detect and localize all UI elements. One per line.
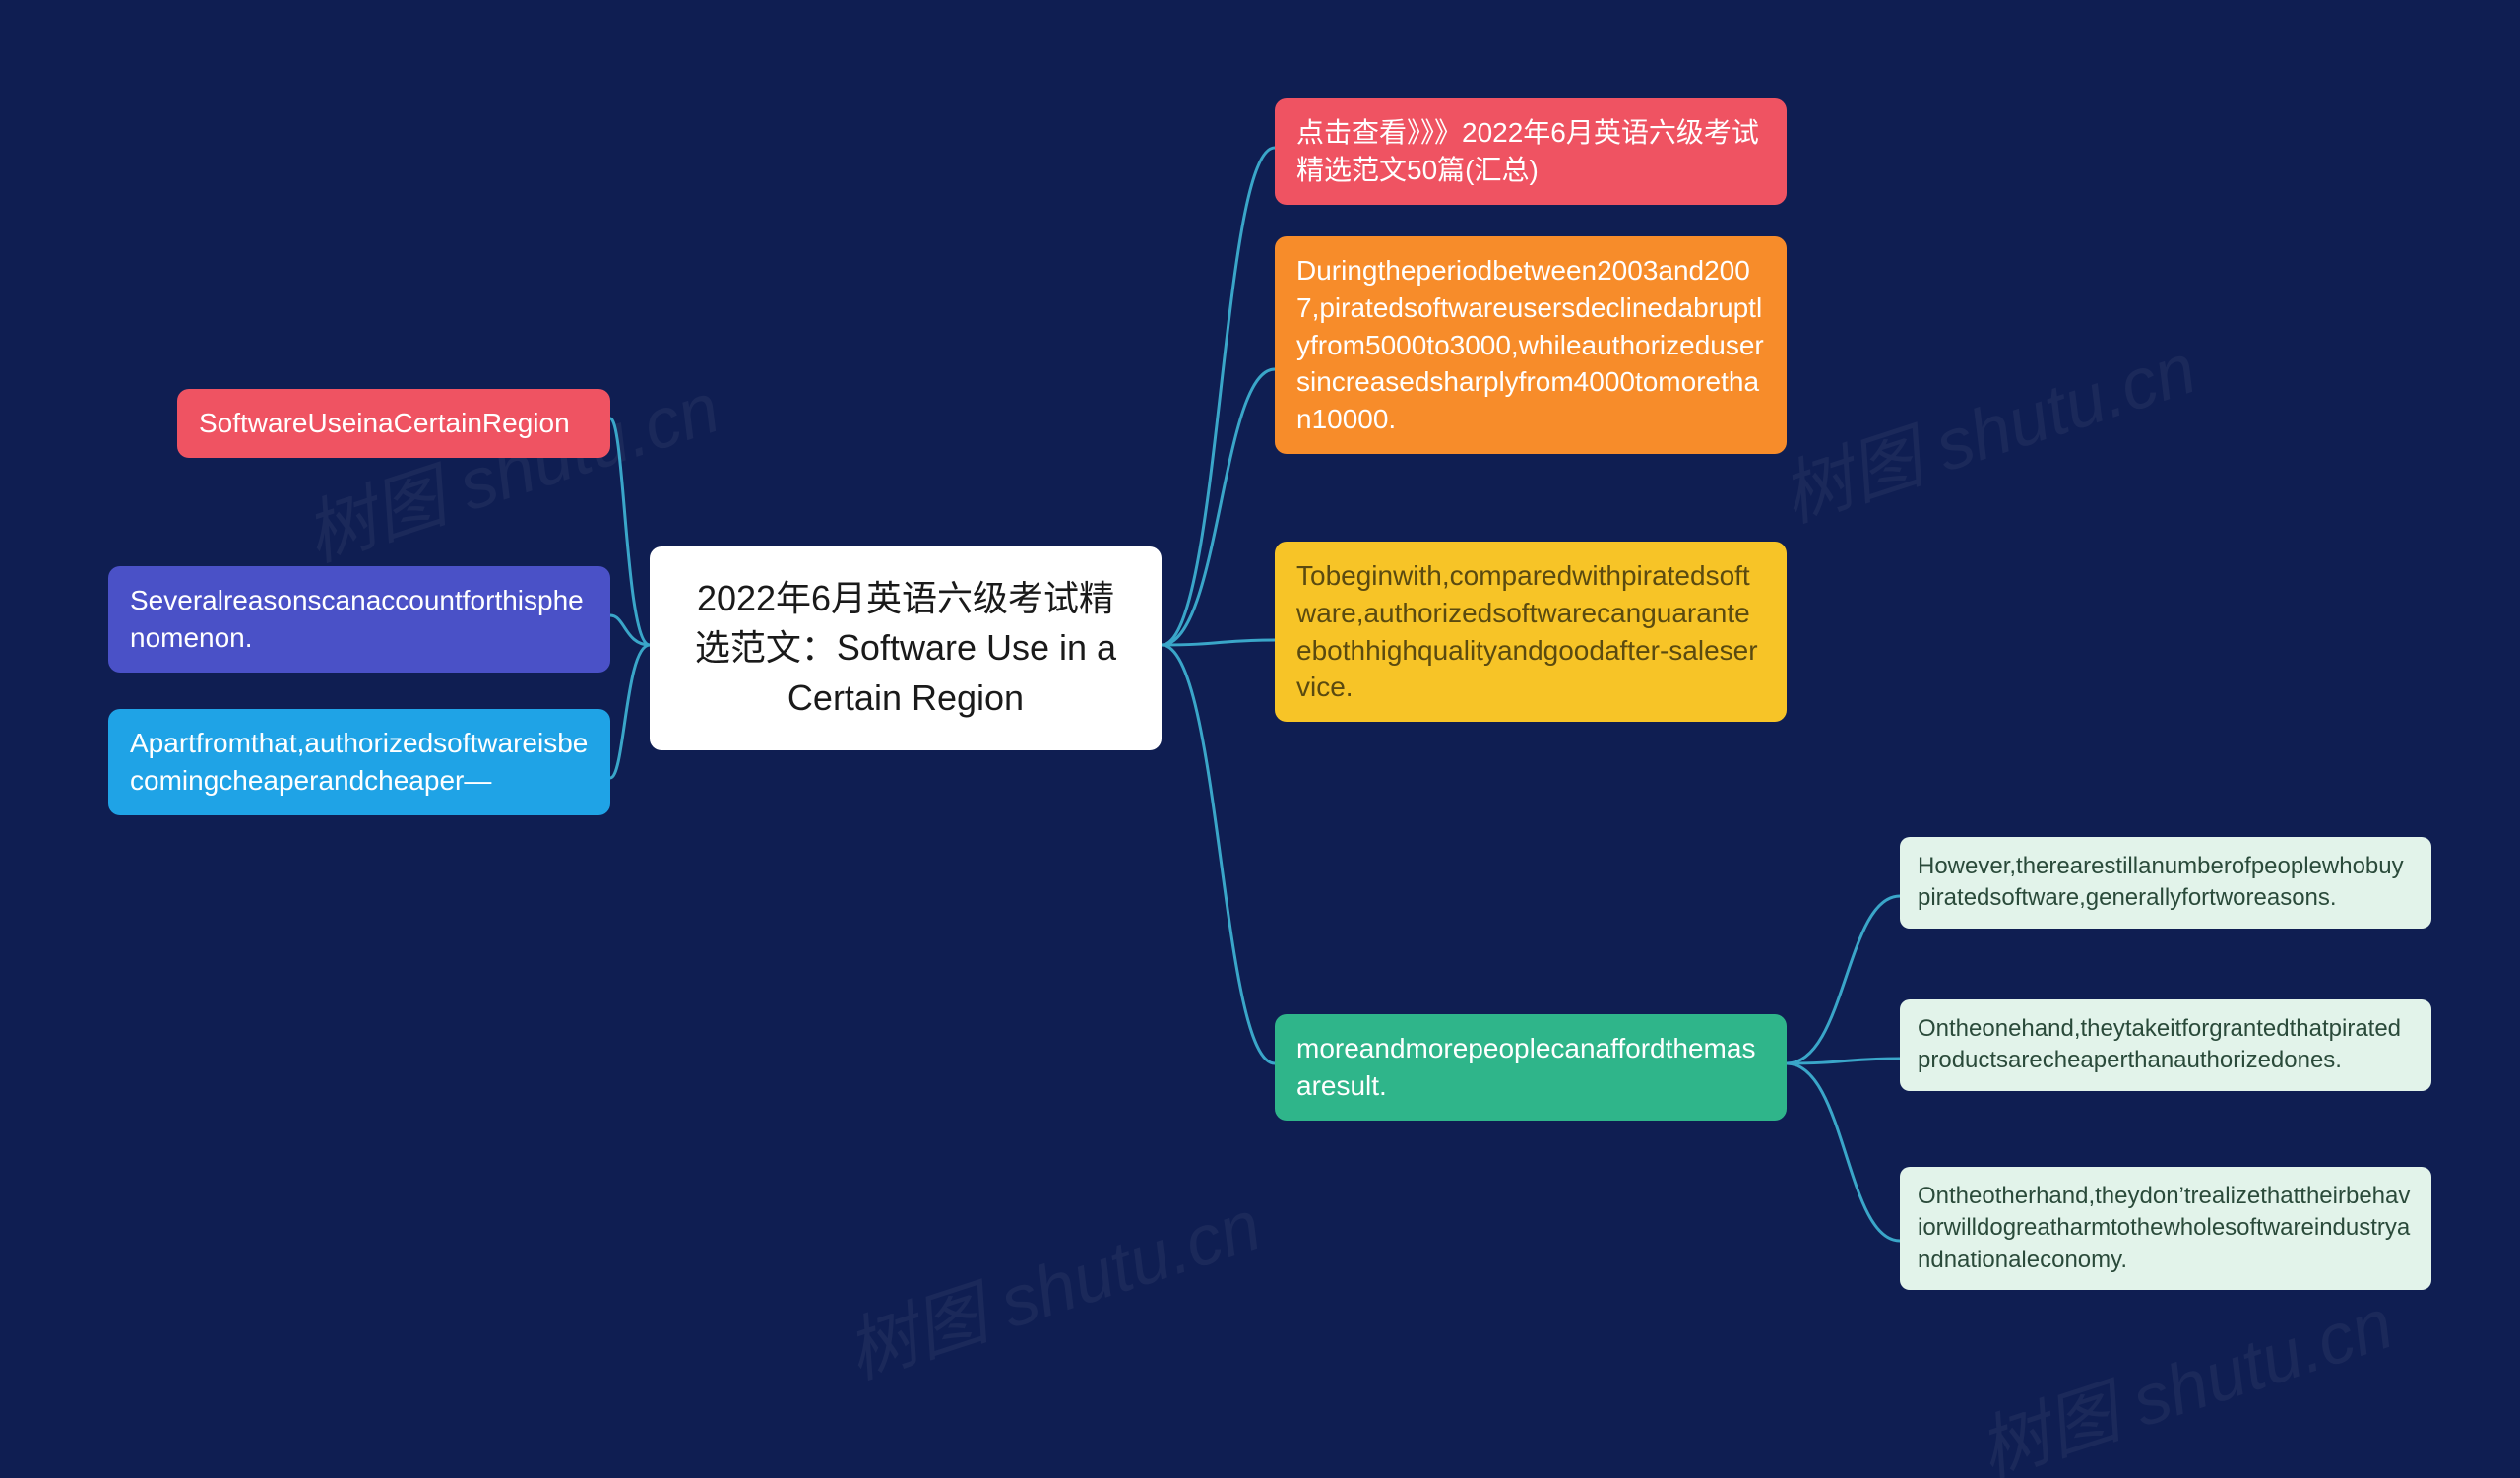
leaf-node-2: Ontheonehand,theytakeitforgrantedthatpir… xyxy=(1900,999,2431,1091)
watermark: 树图 shutu.cn xyxy=(831,1167,1271,1398)
left-node-3: Apartfromthat,authorizedsoftwareisbecomi… xyxy=(108,709,610,815)
right-node-3: Tobeginwith,comparedwithpiratedsoftware,… xyxy=(1275,542,1787,722)
leaf-node-3: Ontheotherhand,theydon’trealizethattheir… xyxy=(1900,1167,2431,1290)
mindmap-center: 2022年6月英语六级考试精选范文：Software Use in a Cert… xyxy=(650,546,1162,750)
right-node-1: 点击查看》》》2022年6月英语六级考试精选范文50篇(汇总) xyxy=(1275,98,1787,205)
left-node-2: Severalreasonscanaccountforthisphenomeno… xyxy=(108,566,610,673)
right-node-2: Duringtheperiodbetween2003and2007,pirate… xyxy=(1275,236,1787,454)
left-node-1: SoftwareUseinaCertainRegion xyxy=(177,389,610,458)
watermark: 树图 shutu.cn xyxy=(1766,310,2206,542)
watermark: 树图 shutu.cn xyxy=(1963,1265,2403,1478)
right-node-4: moreandmorepeoplecanaffordthemasaresult. xyxy=(1275,1014,1787,1121)
leaf-node-1: However,therearestillanumberofpeoplewhob… xyxy=(1900,837,2431,929)
